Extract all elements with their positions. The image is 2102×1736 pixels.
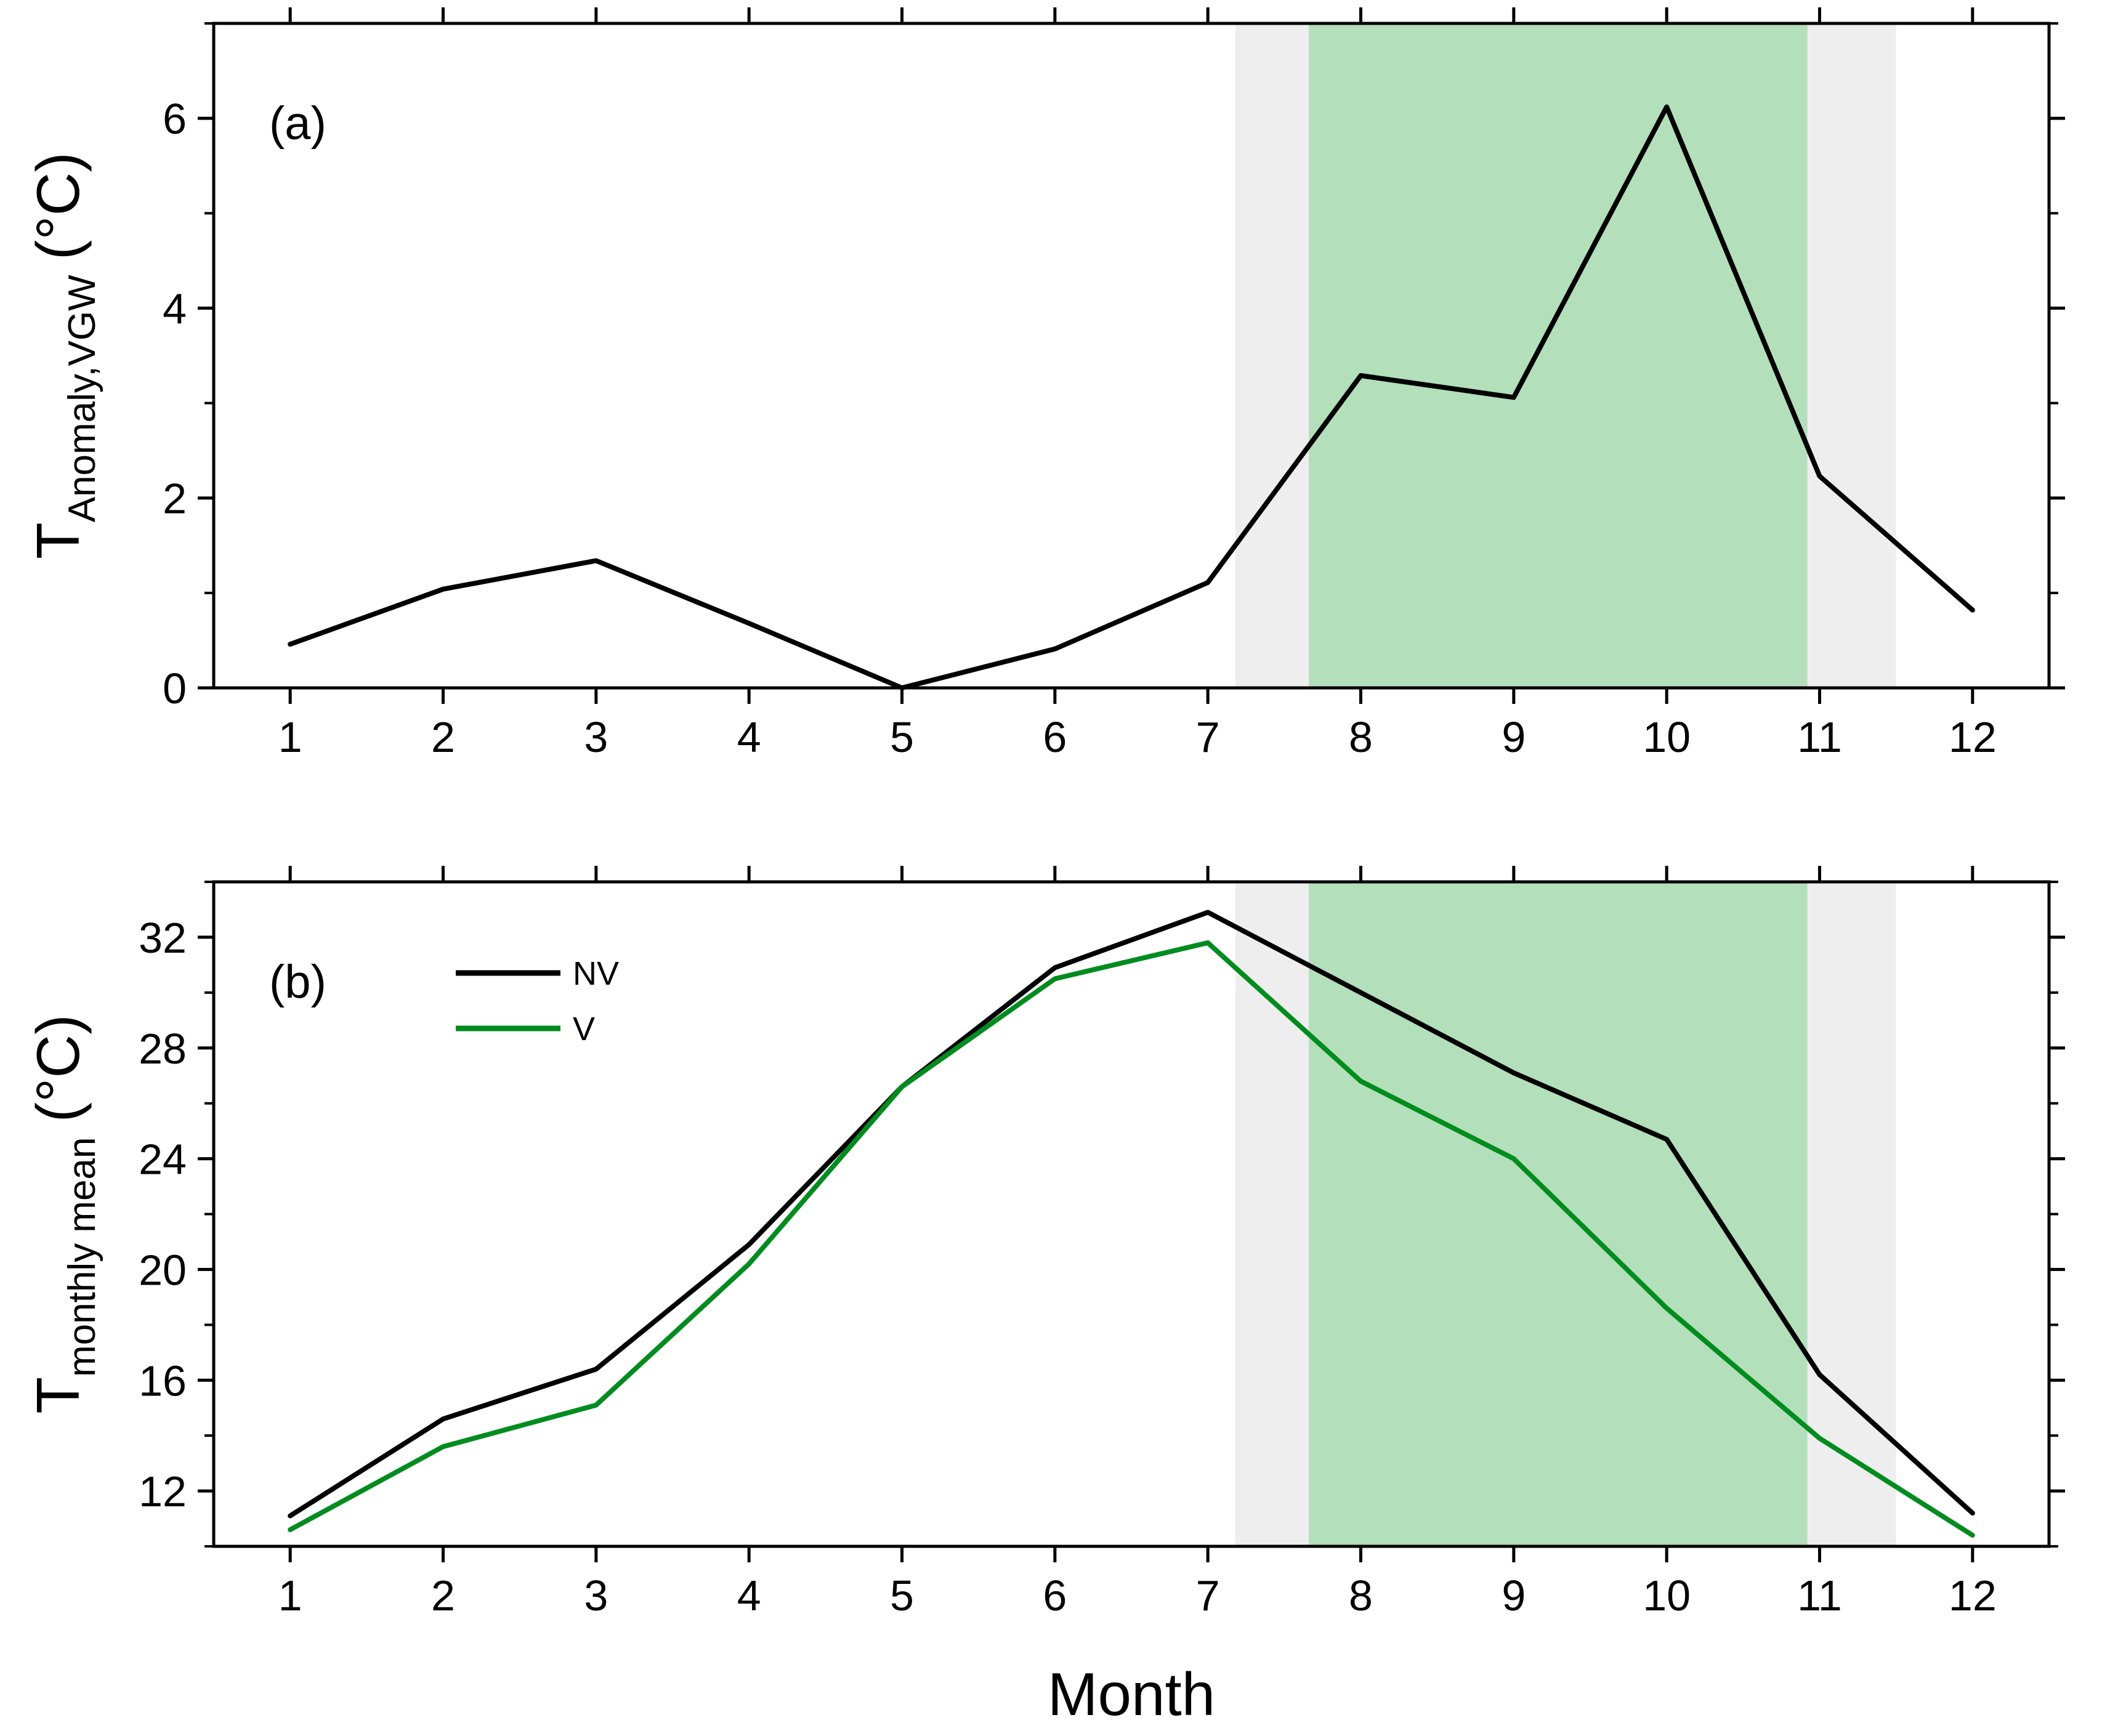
- y-tick-label: 16: [139, 1357, 187, 1405]
- y-tick-label: 28: [139, 1025, 187, 1073]
- x-tick-label: 5: [890, 1572, 914, 1620]
- y-axis-title-subscript: monthly mean: [61, 1137, 103, 1376]
- data-point: [748, 1243, 750, 1245]
- shaded-region-green: [1309, 23, 1808, 688]
- data-point: [1819, 1437, 1821, 1439]
- x-tick-label: 12: [1949, 1572, 1997, 1620]
- legend: NV V: [456, 955, 619, 1048]
- data-point: [1819, 475, 1821, 477]
- x-tick-label: 9: [1502, 713, 1526, 761]
- data-point: [901, 1086, 903, 1088]
- data-point: [1054, 978, 1056, 980]
- data-point: [1513, 397, 1514, 398]
- x-tick-label: 3: [584, 1572, 608, 1620]
- data-point: [901, 687, 903, 688]
- x-tick-label: 4: [737, 1572, 761, 1620]
- y-tick-label: 12: [139, 1468, 187, 1516]
- data-point: [595, 560, 597, 562]
- data-point: [1513, 1072, 1514, 1074]
- x-tick-label: 10: [1643, 1572, 1691, 1620]
- data-point: [442, 1418, 444, 1420]
- y-tick-label: 20: [139, 1246, 187, 1294]
- data-point: [1360, 991, 1362, 993]
- y-axis-title-main: T: [24, 522, 92, 559]
- y-axis-title-unit: (°C): [24, 1014, 92, 1122]
- x-tick-label: 8: [1349, 1572, 1373, 1620]
- x-tick-label: 4: [737, 713, 761, 761]
- y-tick-label: 2: [163, 475, 187, 523]
- data-point: [748, 623, 750, 624]
- data-point: [1666, 106, 1668, 108]
- data-point: [1971, 1512, 1973, 1514]
- data-point: [289, 644, 291, 645]
- x-tick-label: 2: [431, 713, 455, 761]
- data-point: [289, 1529, 291, 1531]
- y-axis-title: TAnomaly,VGW (°C): [24, 152, 103, 559]
- legend-label-v: V: [573, 1011, 595, 1048]
- data-point: [1513, 1158, 1514, 1160]
- data-point: [1819, 1374, 1821, 1376]
- x-tick-label: 5: [890, 713, 914, 761]
- x-tick-label: 2: [431, 1572, 455, 1620]
- y-tick-label: 32: [139, 914, 187, 962]
- x-tick-label: 12: [1949, 713, 1997, 761]
- data-point: [1054, 648, 1056, 650]
- y-axis-title: Tmonthly mean (°C): [24, 1014, 103, 1414]
- x-tick-label: 9: [1502, 1572, 1526, 1620]
- series-line-nv: [288, 910, 1975, 1519]
- data-point: [1666, 1139, 1668, 1141]
- data-point: [595, 1368, 597, 1370]
- x-tick-label: 1: [278, 1572, 302, 1620]
- x-tick-label: 10: [1643, 713, 1691, 761]
- data-point: [1971, 1535, 1973, 1536]
- data-point: [1207, 942, 1209, 943]
- data-point: [1971, 609, 1973, 611]
- y-axis-title-main: T: [24, 1377, 92, 1414]
- data-point: [748, 1263, 750, 1265]
- series-line-t-anomaly: [288, 104, 1975, 690]
- y-axis-title-subscript: Anomaly,VGW: [61, 275, 103, 522]
- series-line-v: [288, 940, 1975, 1538]
- data-point: [595, 1404, 597, 1406]
- legend-label-nv: NV: [573, 955, 619, 992]
- x-tick-label: 3: [584, 713, 608, 761]
- data-point: [1666, 1307, 1668, 1309]
- data-point: [1360, 1080, 1362, 1082]
- data-point: [442, 588, 444, 590]
- x-tick-label: 7: [1196, 713, 1220, 761]
- y-tick-label: 4: [163, 285, 187, 333]
- data-point: [289, 1515, 291, 1517]
- x-tick-label: 6: [1043, 1572, 1067, 1620]
- x-tick-label: 8: [1349, 713, 1373, 761]
- panel-label: (b): [269, 956, 326, 1008]
- y-tick-label: 0: [163, 664, 187, 713]
- data-point: [1207, 581, 1209, 583]
- x-tick-label: 11: [1797, 713, 1842, 761]
- data-point: [1054, 967, 1056, 969]
- x-tick-label: 1: [278, 713, 302, 761]
- x-tick-label: 11: [1797, 1572, 1842, 1620]
- shaded-region-green: [1309, 882, 1808, 1546]
- data-point: [442, 1446, 444, 1448]
- x-axis-title: Month: [1048, 1660, 1215, 1728]
- plot-frame: [212, 22, 2051, 690]
- y-tick-label: 6: [163, 95, 187, 143]
- data-point: [1207, 911, 1209, 913]
- y-tick-label: 24: [139, 1136, 187, 1184]
- panel-label: (a): [269, 97, 326, 150]
- data-point: [1360, 374, 1362, 376]
- x-tick-label: 7: [1196, 1572, 1220, 1620]
- x-tick-label: 6: [1043, 713, 1067, 761]
- y-axis-title-unit: (°C): [24, 152, 92, 260]
